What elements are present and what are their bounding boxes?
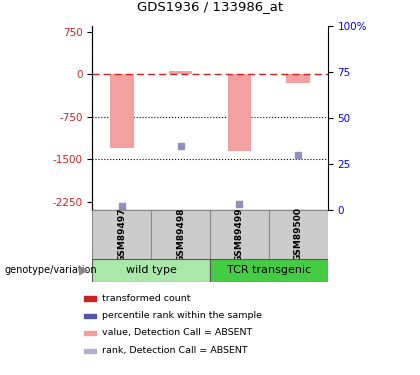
Text: GSM89500: GSM89500 (294, 207, 303, 261)
Text: GSM89498: GSM89498 (176, 207, 185, 262)
Text: GDS1936 / 133986_at: GDS1936 / 133986_at (137, 0, 283, 13)
Bar (84, 349, 96, 353)
Text: genotype/variation: genotype/variation (4, 266, 97, 275)
Text: wild type: wild type (126, 266, 177, 275)
Bar (151, 210, 210, 259)
Bar (92, 210, 151, 259)
Text: GSM89497: GSM89497 (117, 207, 126, 262)
Bar (110, 74, 134, 148)
Bar (84, 331, 96, 335)
Text: GSM89499: GSM89499 (235, 207, 244, 262)
Bar (210, 210, 269, 259)
Text: TCR transgenic: TCR transgenic (227, 266, 311, 275)
Text: percentile rank within the sample: percentile rank within the sample (102, 311, 262, 320)
Bar (286, 74, 310, 83)
Bar (84, 296, 96, 301)
Text: value, Detection Call = ABSENT: value, Detection Call = ABSENT (102, 328, 253, 338)
Text: rank, Detection Call = ABSENT: rank, Detection Call = ABSENT (102, 346, 248, 355)
Bar (210, 259, 328, 282)
Text: transformed count: transformed count (102, 294, 191, 303)
Bar (169, 72, 192, 74)
Bar (269, 210, 328, 259)
Text: ▶: ▶ (79, 264, 88, 277)
Bar (84, 314, 96, 318)
Bar (92, 259, 210, 282)
Bar (228, 74, 251, 151)
